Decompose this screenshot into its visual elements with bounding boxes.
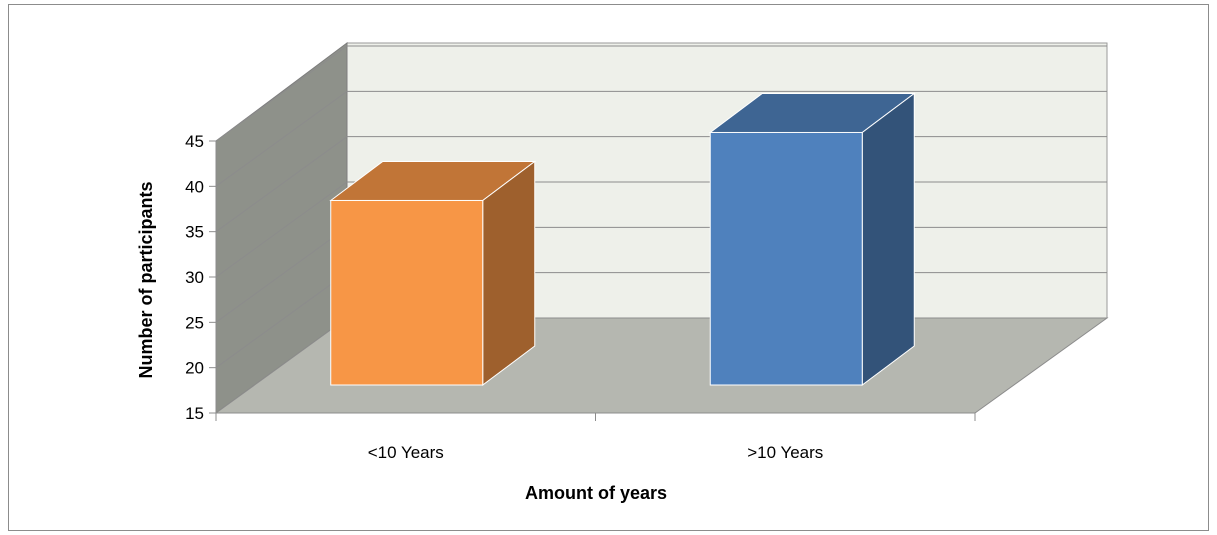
y-tick-label: 15 bbox=[185, 404, 204, 423]
y-tick-label: 35 bbox=[185, 223, 204, 242]
bar-side-1 bbox=[861, 92, 915, 386]
bars bbox=[329, 92, 916, 386]
y-tick-label: 25 bbox=[185, 313, 204, 332]
bar-0 bbox=[330, 199, 484, 386]
y-tick-label: 40 bbox=[185, 177, 204, 196]
gridline bbox=[215, 90, 1107, 187]
axes: 15 20 25 30 35 40 45 <10 Years >10 Years bbox=[185, 132, 976, 462]
x-tick-label: >10 Years bbox=[747, 443, 823, 462]
y-axis-title: Number of participants bbox=[136, 181, 156, 378]
gridline bbox=[215, 45, 1107, 142]
bar-side-0 bbox=[482, 160, 536, 386]
y-tick-label: 20 bbox=[185, 359, 204, 378]
y-tick-label: 30 bbox=[185, 268, 204, 287]
bar-1 bbox=[709, 131, 863, 386]
y-tick-label: 45 bbox=[185, 132, 204, 151]
x-axis-title: Amount of years bbox=[525, 483, 667, 503]
x-tick-label: <10 Years bbox=[368, 443, 444, 462]
